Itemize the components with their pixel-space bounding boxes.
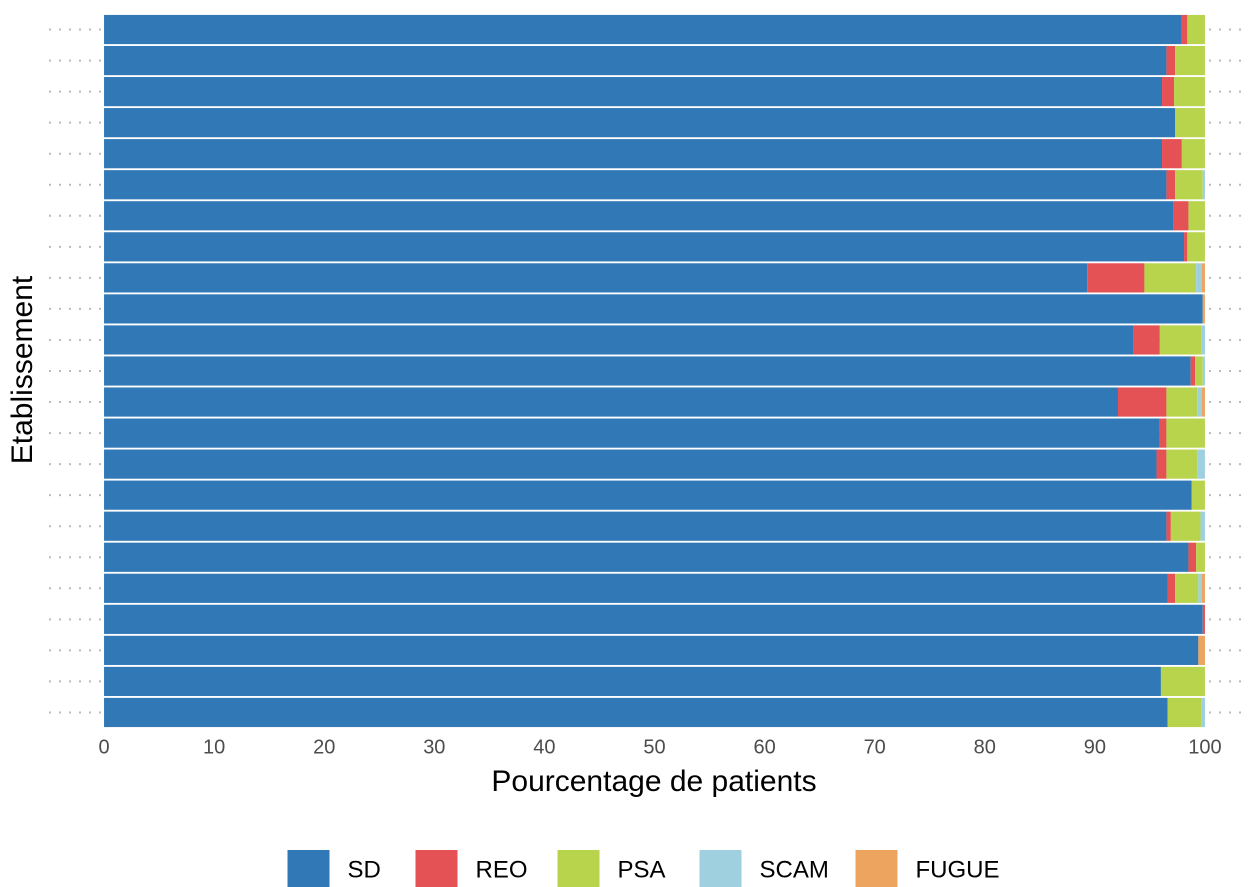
bar-segment — [1200, 511, 1205, 541]
bar-segment — [104, 511, 1167, 541]
bar-segment — [1184, 232, 1188, 262]
x-tick-label: 100 — [1188, 736, 1221, 758]
bar-segment — [1087, 263, 1145, 293]
bar-segment — [1166, 418, 1205, 448]
x-tick-label: 10 — [203, 736, 225, 758]
x-tick-label: 40 — [533, 736, 555, 758]
x-tick-label: 60 — [753, 736, 775, 758]
bar-segment — [104, 201, 1174, 231]
bar-segment — [1201, 263, 1205, 293]
legend-key — [557, 850, 600, 887]
bar-segment — [104, 170, 1167, 200]
bar-segment — [1166, 387, 1198, 417]
bar-segment — [1173, 201, 1189, 231]
bar-segment — [104, 139, 1163, 169]
bar-segment — [1196, 263, 1202, 293]
bar-segment — [1202, 356, 1205, 386]
bar-segment — [104, 263, 1088, 293]
bar-segment — [1202, 294, 1205, 324]
bar-segment — [104, 294, 1203, 324]
bar-segment — [1166, 449, 1198, 479]
bar-segment — [104, 573, 1168, 603]
bar-segment — [1201, 387, 1205, 417]
bar-segment — [1175, 170, 1203, 200]
bar-segment — [1175, 45, 1205, 76]
bar-segment — [1187, 232, 1205, 262]
legend-label: SD — [348, 856, 381, 883]
bar-segment — [104, 418, 1160, 448]
bar-segment — [104, 635, 1199, 665]
bar-segment — [104, 356, 1191, 386]
bar-segment — [1181, 139, 1205, 169]
bar-segment — [1191, 480, 1205, 510]
legend-label: REO — [476, 856, 528, 883]
bar-segment — [1201, 573, 1205, 603]
bar-segment — [1175, 573, 1199, 603]
bar-segment — [1175, 108, 1205, 138]
legend-key — [699, 850, 742, 887]
x-tick-label: 50 — [643, 736, 665, 758]
bar-segment — [1167, 697, 1202, 728]
bar-segment — [1195, 356, 1203, 386]
legend-label: FUGUE — [916, 856, 1000, 883]
bar-segment — [104, 449, 1157, 479]
x-tick-label: 30 — [423, 736, 445, 758]
bar-segment — [1162, 77, 1175, 107]
bar-segment — [104, 45, 1167, 76]
x-tick-label: 20 — [313, 736, 335, 758]
bar-segment — [1197, 387, 1202, 417]
bar-segment — [1160, 666, 1205, 697]
bar-segment — [1198, 635, 1205, 665]
legend-key — [287, 850, 330, 887]
bar-segment — [1166, 511, 1171, 541]
bar-segment — [104, 480, 1192, 510]
legend-key — [415, 850, 458, 887]
bar-segment — [1196, 542, 1205, 572]
bar-segment — [1166, 170, 1176, 200]
bar-segment — [1188, 201, 1205, 231]
x-tick-label: 90 — [1084, 736, 1106, 758]
bar-segment — [1197, 449, 1205, 479]
bar-segment — [104, 14, 1182, 45]
bar-segment — [1159, 418, 1167, 448]
bar-segment — [1198, 573, 1202, 603]
bar-segment — [104, 77, 1163, 107]
bar-segment — [1181, 14, 1188, 45]
bar-segment — [104, 542, 1189, 572]
legend-label: SCAM — [760, 856, 829, 883]
bar-segment — [104, 666, 1161, 697]
bar-segment — [1190, 356, 1196, 386]
bar-segment — [1156, 449, 1167, 479]
y-axis-label: Etablissement — [6, 275, 39, 464]
bar-segment — [1167, 573, 1176, 603]
bar-segment — [1166, 45, 1176, 76]
x-tick-label: 80 — [974, 736, 996, 758]
bar-segment — [1117, 387, 1167, 417]
bar-segment — [1201, 697, 1205, 728]
x-axis-label: Pourcentage de patients — [491, 765, 816, 798]
bar-segment — [1202, 170, 1205, 200]
bar-segment — [104, 387, 1118, 417]
legend-key — [855, 850, 898, 887]
bar-segment — [1202, 604, 1205, 634]
bar-segment — [1159, 325, 1202, 355]
bar-segment — [104, 108, 1176, 138]
bar-segment — [1170, 511, 1201, 541]
x-tick-label: 0 — [98, 736, 109, 758]
bar-segment — [104, 697, 1168, 728]
bar-segment — [1201, 325, 1205, 355]
bar-segment — [104, 604, 1203, 634]
bar-segment — [104, 232, 1185, 262]
bar-segment — [1144, 263, 1197, 293]
bar-segment — [104, 325, 1134, 355]
bar-segment — [1188, 542, 1197, 572]
bar-segment — [1174, 77, 1205, 107]
x-tick-label: 70 — [864, 736, 886, 758]
bar-segment — [1187, 14, 1205, 45]
legend-label: PSA — [618, 856, 666, 883]
bar-segment — [1133, 325, 1160, 355]
bar-segment — [1162, 139, 1182, 169]
